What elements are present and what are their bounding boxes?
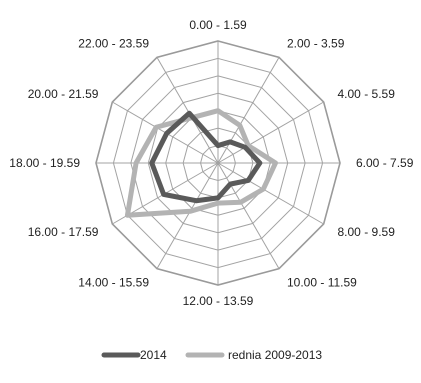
category-label: 22.00 - 23.59 [78,36,149,50]
category-label: 18.00 - 19.59 [9,156,80,170]
category-label: 10.00 - 11.59 [287,276,357,290]
category-label: 2.00 - 3.59 [287,36,345,50]
legend-label: rednia 2009-2013 [228,348,322,362]
category-label: 4.00 - 5.59 [338,87,396,101]
category-label: 16.00 - 17.59 [28,225,99,239]
category-label: 20.00 - 21.59 [28,87,99,101]
category-label: 0.00 - 1.59 [189,18,247,32]
legend: 2014 rednia 2009-2013 [104,348,322,362]
category-label: 6.00 - 7.59 [356,156,414,170]
legend-label: 2014 [140,348,167,362]
category-label: 14.00 - 15.59 [78,276,149,290]
category-label: 12.00 - 13.59 [183,294,254,308]
radar-spokes [96,41,340,285]
category-label: 8.00 - 9.59 [338,225,396,239]
